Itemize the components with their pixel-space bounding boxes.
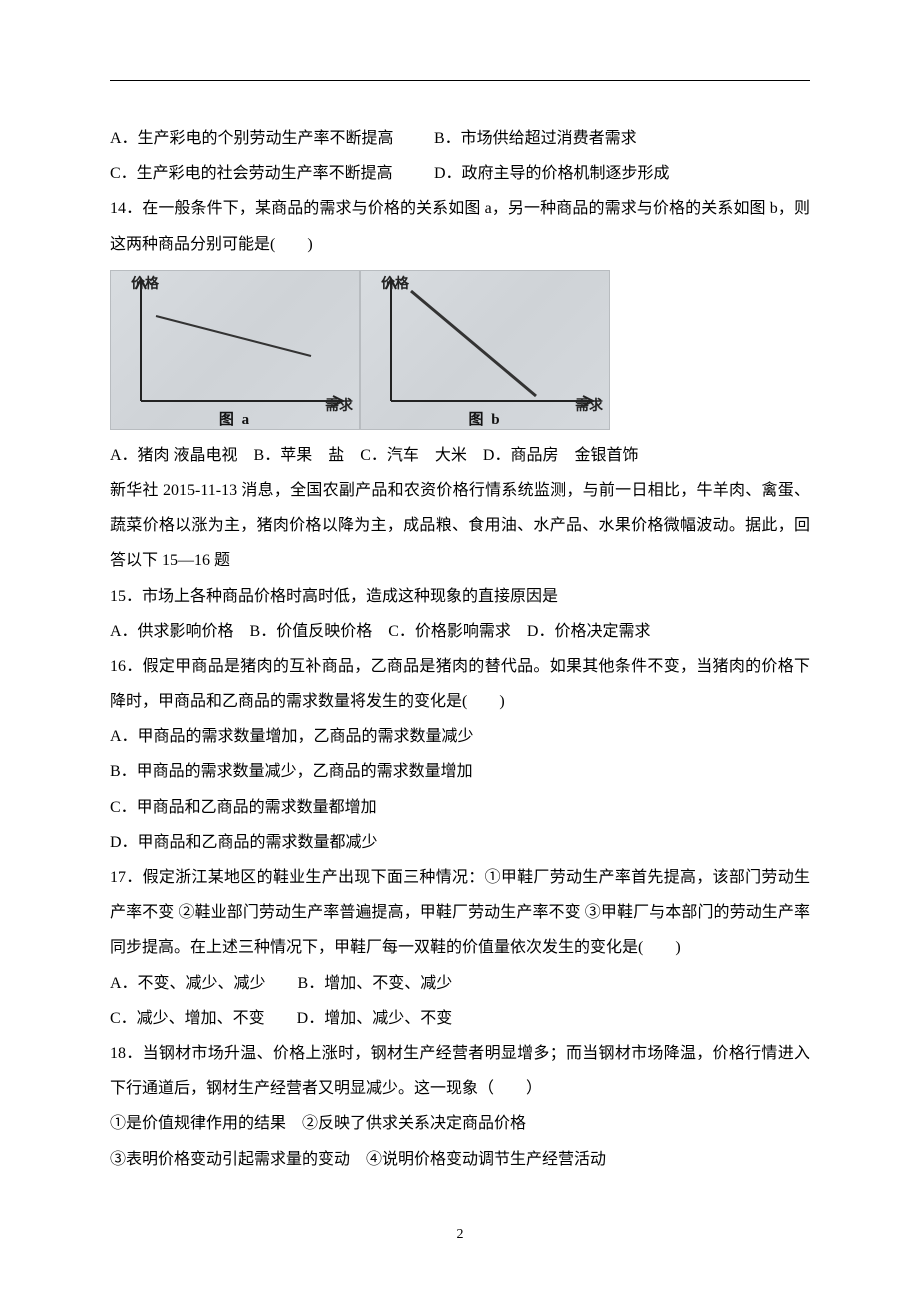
q18-stem: 18．当钢材市场升温、价格上涨时，钢材生产经营者明显增多；而当钢材市场降温，价格… xyxy=(110,1036,810,1106)
fig-a-ylabel: 价格 xyxy=(131,273,159,293)
q15-options: A．供求影响价格 B．价值反映价格 C．价格影响需求 D．价格决定需求 xyxy=(110,614,810,649)
fig-a-line xyxy=(156,316,311,356)
q17-options-row2: C．减少、增加、不变 D．增加、减少、不变 xyxy=(110,1001,810,1036)
q16-opt-a: A．甲商品的需求数量增加，乙商品的需求数量减少 xyxy=(110,719,810,754)
fig-b-line xyxy=(411,291,536,396)
q16-stem: 16．假定甲商品是猪肉的互补商品，乙商品是猪肉的替代品。如果其他条件不变，当猪肉… xyxy=(110,649,810,719)
figure-b: 价格 需求 图 b xyxy=(360,270,610,430)
q13-options-row1: A．生产彩电的个别劳动生产率不断提高 B．市场供给超过消费者需求 xyxy=(110,121,810,156)
q13-opt-a: A．生产彩电的个别劳动生产率不断提高 xyxy=(110,121,430,156)
q16-opt-b: B．甲商品的需求数量减少，乙商品的需求数量增加 xyxy=(110,754,810,789)
fig-a-xlabel: 需求 xyxy=(325,395,353,415)
q13-opt-b: B．市场供给超过消费者需求 xyxy=(434,121,637,156)
q14-options: A．猪肉 液晶电视 B．苹果 盐 C．汽车 大米 D．商品房 金银首饰 xyxy=(110,438,810,473)
figure-row: 价格 需求 图 a 价格 需求 图 b xyxy=(110,270,810,430)
top-rule xyxy=(110,80,810,81)
q17-stem: 17．假定浙江某地区的鞋业生产出现下面三种情况：①甲鞋厂劳动生产率首先提高，该部… xyxy=(110,860,810,966)
fig-b-ylabel: 价格 xyxy=(381,273,409,293)
q16-opt-c: C．甲商品和乙商品的需求数量都增加 xyxy=(110,790,810,825)
fig-b-xlabel: 需求 xyxy=(575,395,603,415)
fig-b-caption: 图 b xyxy=(468,408,501,429)
q15-stem: 15．市场上各种商品价格时高时低，造成这种现象的直接原因是 xyxy=(110,579,810,614)
q16-opt-d: D．甲商品和乙商品的需求数量都减少 xyxy=(110,825,810,860)
q18-row1: ①是价值规律作用的结果 ②反映了供求关系决定商品价格 xyxy=(110,1106,810,1141)
fig-a-caption: 图 a xyxy=(219,408,251,429)
figure-a: 价格 需求 图 a xyxy=(110,270,360,430)
figure-b-svg xyxy=(361,271,611,431)
figure-a-svg xyxy=(111,271,361,431)
q17-options-row1: A．不变、减少、减少 B．增加、不变、减少 xyxy=(110,966,810,1001)
passage-text: 新华社 2015-11-13 消息，全国农副产品和农资价格行情系统监测，与前一日… xyxy=(110,473,810,579)
q13-opt-d: D．政府主导的价格机制逐步形成 xyxy=(434,156,670,191)
q13-options-row2: C．生产彩电的社会劳动生产率不断提高 D．政府主导的价格机制逐步形成 xyxy=(110,156,810,191)
q18-row2: ③表明价格变动引起需求量的变动 ④说明价格变动调节生产经营活动 xyxy=(110,1142,810,1177)
q13-opt-c: C．生产彩电的社会劳动生产率不断提高 xyxy=(110,156,430,191)
page-number: 2 xyxy=(110,1227,810,1243)
q14-stem: 14．在一般条件下，某商品的需求与价格的关系如图 a，另一种商品的需求与价格的关… xyxy=(110,191,810,261)
